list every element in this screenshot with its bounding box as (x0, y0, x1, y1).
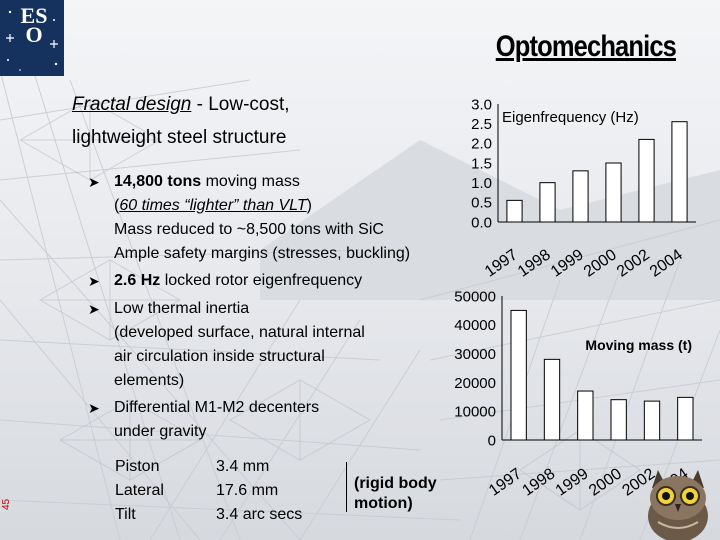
bullet-2-bold: 2.6 Hz (114, 272, 161, 289)
x-category-label: 2000 (586, 465, 625, 499)
bullet-4-text: Differential M1-M2 decenters (114, 399, 320, 416)
decenter-values: 3.4 mm 17.6 mm 3.4 arc secs (216, 455, 302, 527)
table-divider (346, 462, 347, 512)
intro-heading-rest: - Low-cost, (191, 94, 290, 115)
rigid-body-note: (rigid body motion) (354, 474, 464, 514)
y-tick-label: 0.5 (471, 195, 492, 212)
x-category-label: 1998 (519, 465, 558, 499)
y-tick-label: 10000 (454, 404, 496, 421)
y-tick-label: 2.5 (471, 116, 492, 133)
x-category-label: 2004 (647, 246, 686, 280)
y-tick-label: 3.0 (471, 96, 492, 113)
logo-text: ES O (20, 3, 48, 47)
chart-title: Eigenfrequency (Hz) (502, 109, 639, 126)
decenter-value: 3.4 arc secs (216, 506, 303, 523)
x-category-label: 2002 (614, 246, 653, 280)
intro-heading-emphasis: Fractal design (72, 94, 192, 115)
arrow-bullet-icon: ➤ (88, 400, 100, 416)
y-tick-label: 0.0 (471, 214, 492, 231)
intro-subheading: lightweight steel structure (72, 127, 287, 148)
bullet-1-safety: Ample safety margins (stresses, buckling… (114, 245, 411, 262)
decenter-label: Piston (115, 458, 160, 475)
y-tick-label: 20000 (454, 375, 496, 392)
bullet-decenters: ➤ Differential M1-M2 decenters under gra… (88, 396, 448, 444)
y-tick-label: 50000 (454, 288, 496, 305)
chart-bar (510, 309, 527, 441)
bullet-2-text: locked rotor eigenfrequency (160, 272, 363, 289)
bullet-thermal-inertia: ➤ Low thermal inertia (developed surface… (88, 297, 448, 393)
eso-logo: ES O (0, 0, 64, 76)
x-category-label: 1999 (548, 246, 587, 280)
intro-heading: Fractal design - Low-cost, (72, 94, 472, 116)
rigid-body-note-line1: (rigid body (354, 475, 437, 492)
bullet-1-paren-close: ) (306, 197, 312, 214)
bullet-3-sub1: (developed surface, natural internal (114, 324, 365, 341)
chart-bar (605, 162, 622, 223)
decenter-value: 3.4 mm (216, 458, 270, 475)
chart-bar (638, 138, 655, 223)
bullet-1-sic: Mass reduced to ~8,500 tons with SiC (114, 221, 384, 238)
bullet-3-sub2: air circulation inside structural (114, 348, 325, 365)
chart-bar (610, 399, 627, 441)
page-title: Optomechanics (495, 30, 677, 63)
owl-mascot-icon (648, 470, 708, 540)
bullet-3-text: Low thermal inertia (114, 300, 250, 317)
bullet-4-sub1: under gravity (114, 423, 207, 440)
chart-title: Moving mass (t) (585, 337, 692, 353)
x-category-label: 2000 (581, 246, 620, 280)
chart-bar (577, 390, 594, 441)
decenter-label: Lateral (115, 482, 164, 499)
bullet-eigenfrequency: ➤ 2.6 Hz locked rotor eigenfrequency (88, 269, 448, 293)
y-tick-label: 30000 (454, 346, 496, 363)
x-category-label: 1997 (482, 246, 521, 280)
decenter-labels: Piston Lateral Tilt (115, 455, 164, 527)
bullet-1-vlt-comparison: 60 times “lighter” than VLT (119, 197, 307, 214)
arrow-bullet-icon: ➤ (88, 174, 100, 190)
bullet-1-bold: 14,800 tons (114, 173, 202, 190)
decenter-label: Tilt (115, 506, 136, 523)
chart-bar (539, 182, 556, 223)
y-tick-label: 0 (488, 432, 496, 449)
rigid-body-note-line2: motion) (354, 495, 413, 512)
x-category-label: 1997 (486, 465, 525, 499)
x-category-label: 1999 (553, 465, 592, 499)
decenter-value: 17.6 mm (216, 482, 279, 499)
chart-bar (671, 121, 688, 223)
arrow-bullet-icon: ➤ (88, 301, 100, 317)
chart-bar (643, 400, 661, 441)
bullet-moving-mass: ➤ 14,800 tons moving mass (60 times “lig… (88, 170, 448, 266)
y-tick-label: 2.0 (471, 136, 492, 153)
y-tick-label: 40000 (454, 317, 496, 334)
chart-bar (677, 396, 694, 441)
y-tick-label: 1.5 (471, 155, 492, 172)
arrow-bullet-icon: ➤ (88, 273, 100, 289)
bullet-3-sub3: elements) (114, 372, 185, 389)
chart-bar (543, 358, 561, 441)
y-tick-label: 1.0 (471, 175, 492, 192)
bullet-1-paren-open: ( (114, 197, 120, 214)
chart-bar (506, 199, 523, 223)
slide-number: 45 (1, 498, 12, 510)
bullet-1-text: moving mass (201, 173, 300, 190)
x-category-label: 1998 (515, 246, 554, 280)
eigenfrequency-chart: 3.02.52.01.51.00.50.01997199819992000200… (471, 96, 696, 281)
chart-bar (572, 170, 589, 223)
